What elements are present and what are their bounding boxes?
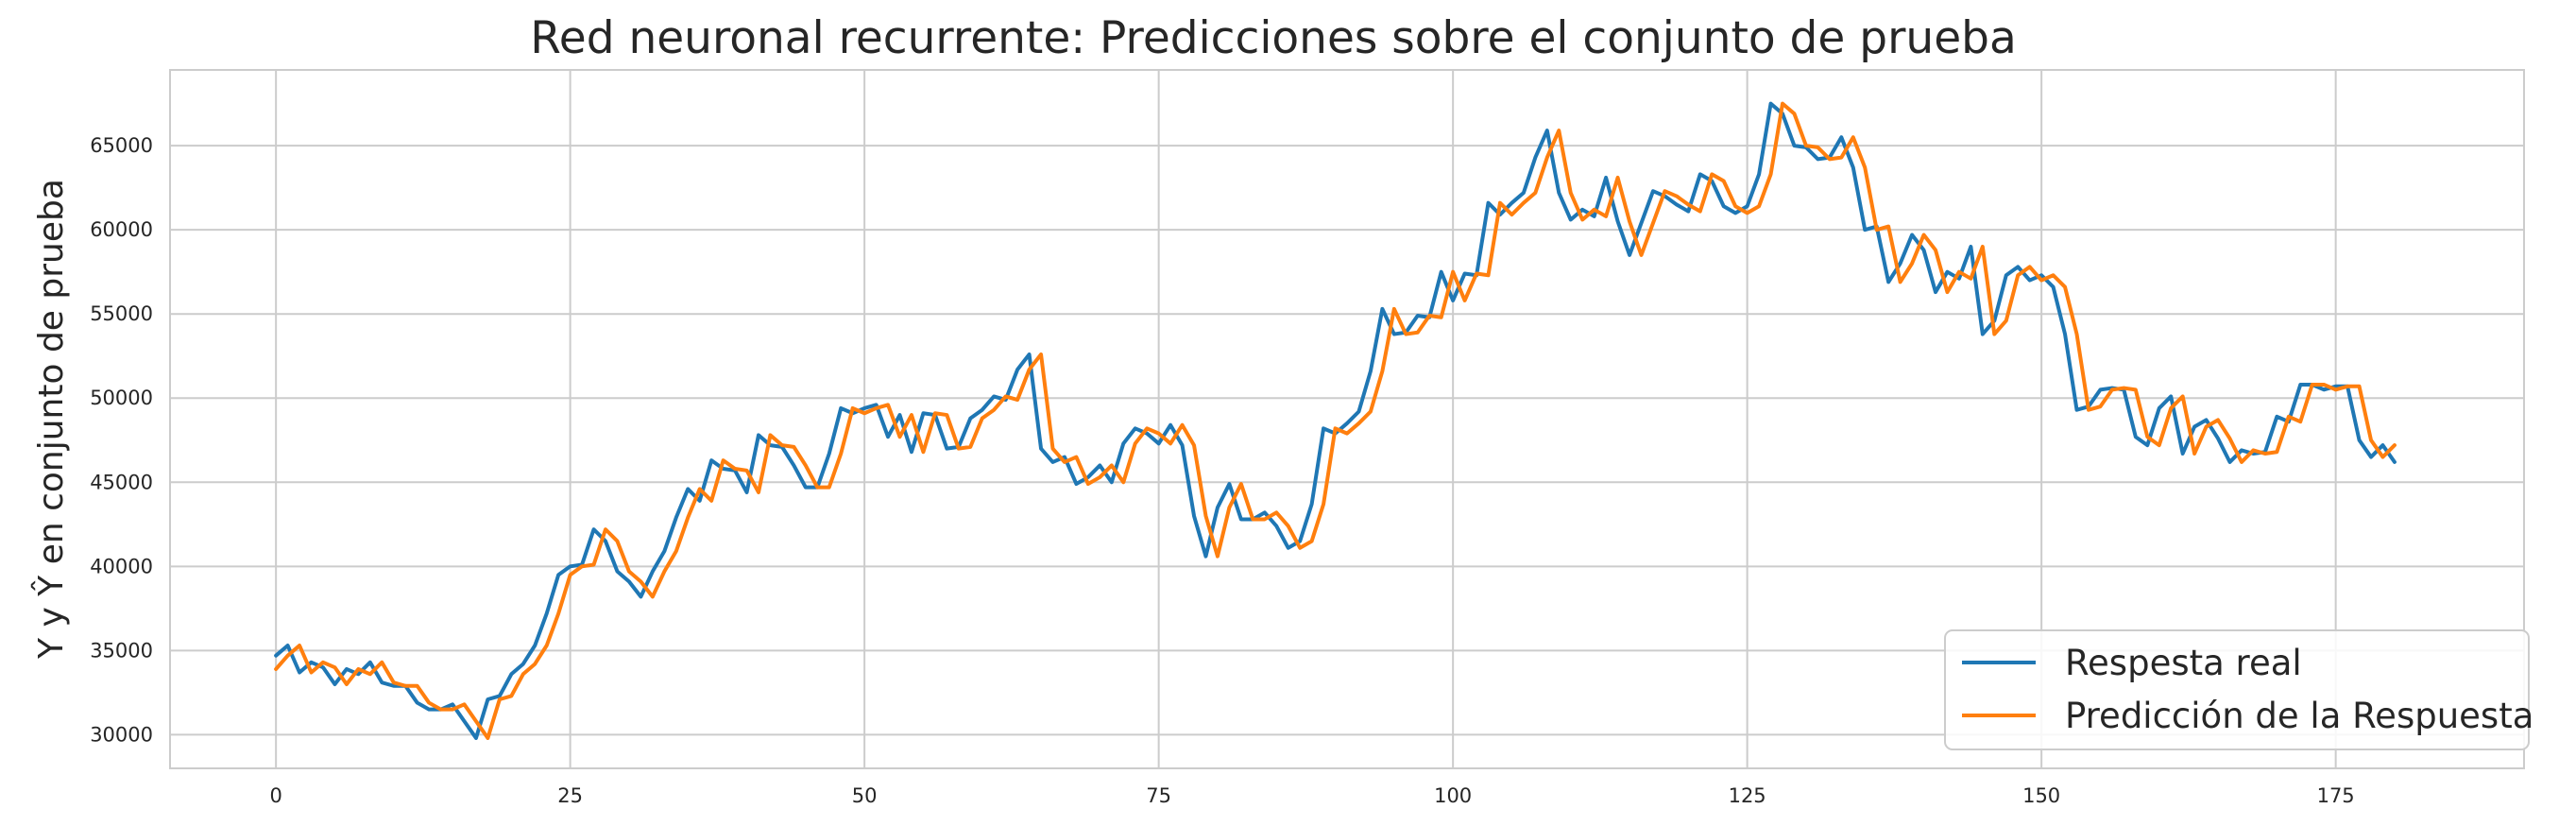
y-axis-ticks: 30000 35000 40000 45000 50000 55000 60000 65000 <box>90 134 153 746</box>
x-tick-label: 25 <box>557 784 583 807</box>
legend-label-respesta-real: Respesta real <box>2065 643 2302 683</box>
y-tick-label: 45000 <box>90 471 153 493</box>
x-tick-label: 50 <box>852 784 878 807</box>
y-tick-label: 40000 <box>90 555 153 577</box>
y-tick-label: 30000 <box>90 723 153 746</box>
y-tick-label: 60000 <box>90 218 153 241</box>
x-tick-label: 0 <box>269 784 281 807</box>
legend-box <box>1944 629 2530 750</box>
legend-label-prediccion: Predicción de la Respuesta <box>2065 696 2533 736</box>
y-tick-label: 65000 <box>90 134 153 157</box>
y-tick-label: 50000 <box>90 387 153 409</box>
x-tick-label: 75 <box>1146 784 1171 807</box>
x-tick-label: 100 <box>1434 784 1472 807</box>
plot-frame <box>169 69 2525 769</box>
x-axis-ticks: 0 25 50 75 100 125 150 175 <box>269 784 2354 807</box>
chart-title: Red neuronal recurrente: Predicciones so… <box>530 12 2017 64</box>
series-line-prediccion <box>274 101 2397 740</box>
x-tick-label: 125 <box>1729 784 1766 807</box>
x-tick-label: 150 <box>2022 784 2060 807</box>
series-lines <box>274 101 2397 740</box>
x-tick-label: 175 <box>2317 784 2355 807</box>
legend: Respesta real Predicción de la Respuesta <box>1944 629 2533 750</box>
y-tick-label: 35000 <box>90 639 153 662</box>
y-tick-label: 55000 <box>90 302 153 325</box>
y-axis-label: Y y Ŷ en conjunto de prueba <box>30 179 71 660</box>
